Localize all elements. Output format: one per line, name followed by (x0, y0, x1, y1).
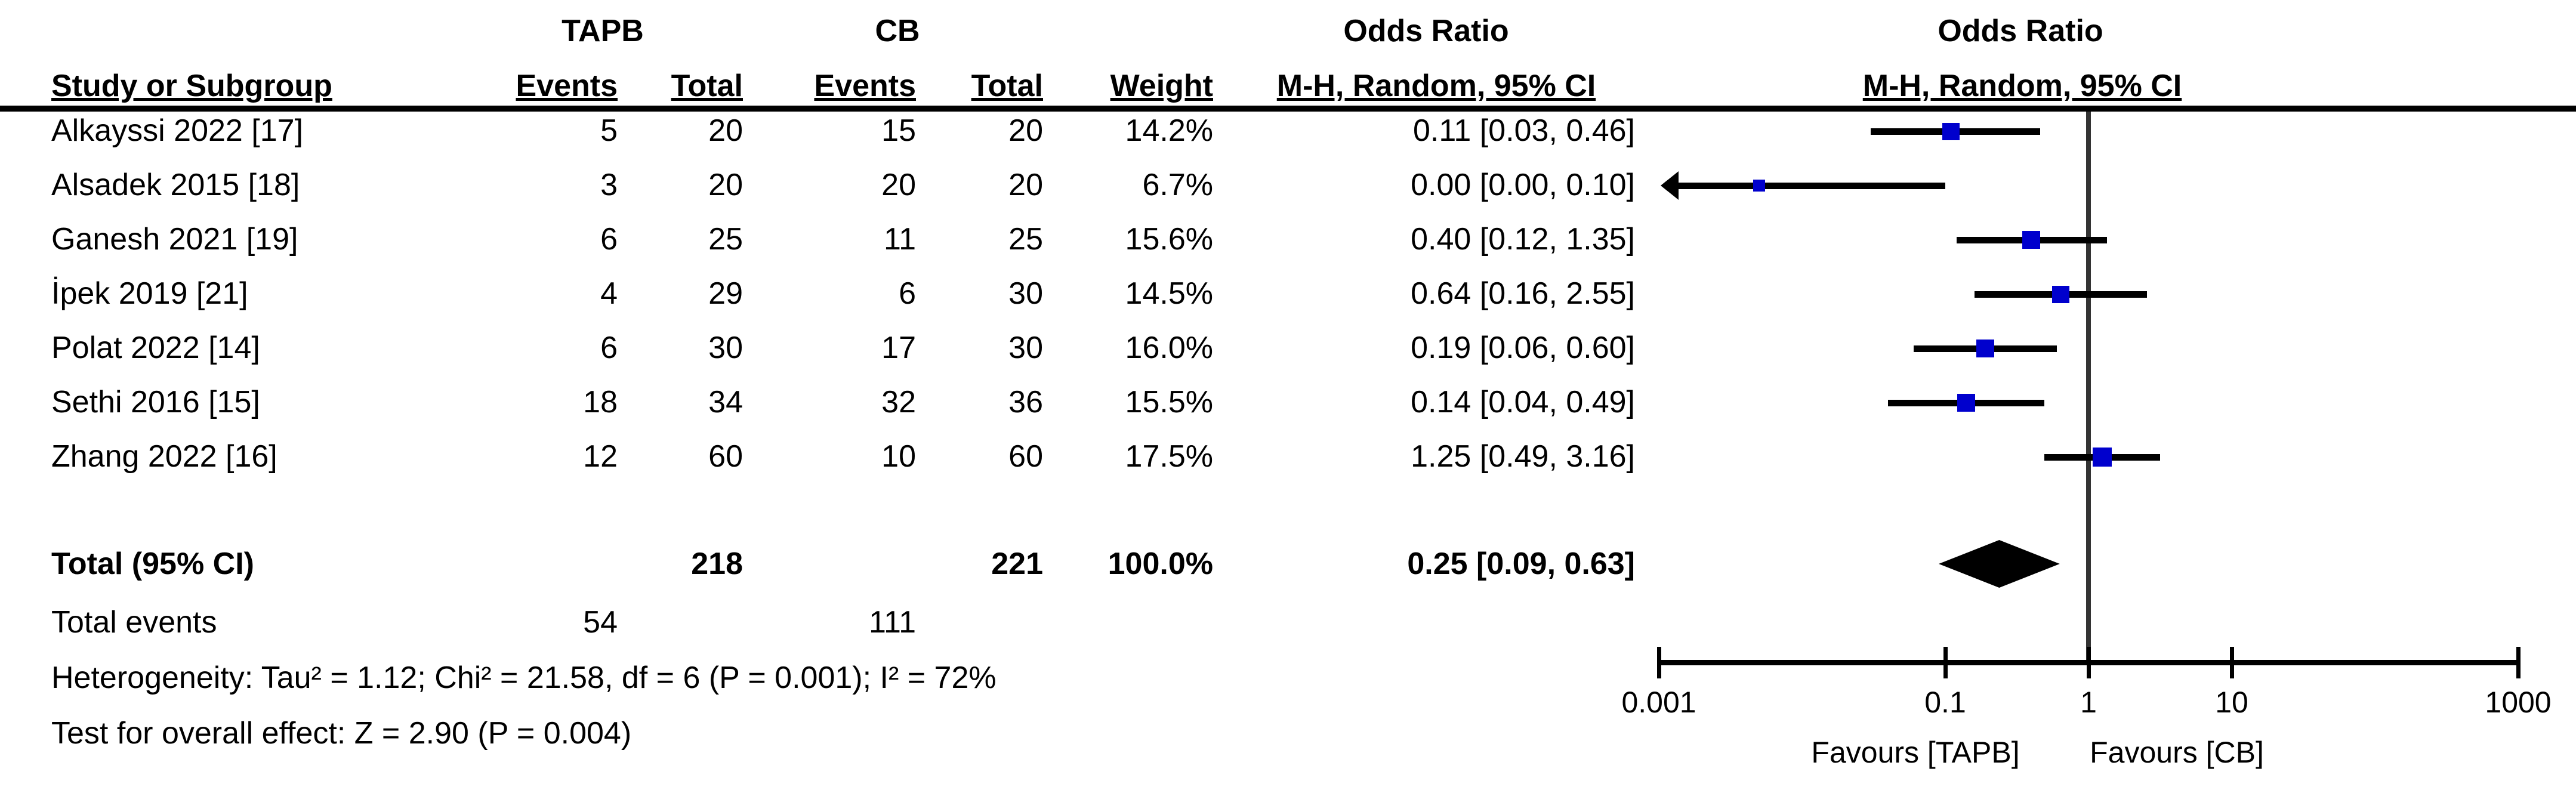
odds-ratio-header-right: Odds Ratio (1938, 14, 2103, 48)
axis-tick (1943, 647, 1948, 678)
axis-tick (1656, 647, 1661, 678)
study-or_label: 0.64 [0.16, 2.55] (1411, 276, 1635, 311)
summary-diamond (1939, 540, 2060, 588)
study-events2: 10 (881, 439, 916, 474)
column-header-events1: Events (516, 69, 618, 103)
study-name: Zhang 2022 [16] (51, 439, 277, 474)
overall-effect-text: Test for overall effect: Z = 2.90 (P = 0… (51, 716, 632, 751)
study-events1: 18 (583, 385, 618, 419)
axis-tick-label: 0.1 (1924, 686, 1966, 719)
study-weight: 6.7% (1142, 168, 1213, 202)
axis-tick (2516, 647, 2521, 678)
study-or_label: 0.19 [0.06, 0.60] (1411, 331, 1635, 365)
total-or-label: 0.25 [0.09, 0.63] (1407, 547, 1635, 581)
group2-header: CB (875, 14, 920, 48)
study-events1: 4 (600, 276, 618, 311)
column-header-weight: Weight (1110, 69, 1213, 103)
study-total1: 34 (708, 385, 743, 419)
axis-tick-label: 10 (2215, 686, 2248, 719)
study-or_label: 0.11 [0.03, 0.46] (1413, 113, 1635, 148)
effect-square (1976, 340, 1994, 357)
study-total2: 30 (1008, 276, 1043, 311)
study-events2: 6 (899, 276, 916, 311)
study-events1: 5 (600, 113, 618, 148)
column-header-total1: Total (671, 69, 743, 103)
study-total1: 29 (708, 276, 743, 311)
study-total2: 20 (1008, 113, 1043, 148)
study-name: İpek 2019 [21] (51, 276, 248, 311)
column-header-events2: Events (814, 69, 916, 103)
study-weight: 14.5% (1125, 276, 1213, 311)
study-name: Ganesh 2021 [19] (51, 222, 298, 257)
study-total1: 25 (708, 222, 743, 257)
favours-left-label: Favours [TAPB] (1811, 736, 2020, 769)
study-weight: 17.5% (1125, 439, 1213, 474)
column-header-mh-left: M-H, Random, 95% CI (1276, 69, 1596, 103)
effect-square (2022, 231, 2041, 249)
study-weight: 16.0% (1125, 331, 1213, 365)
study-or_label: 1.25 [0.49, 3.16] (1411, 439, 1635, 474)
study-total1: 20 (708, 113, 743, 148)
favours-right-label: Favours [CB] (2090, 736, 2264, 769)
heterogeneity-text: Heterogeneity: Tau² = 1.12; Chi² = 21.58… (51, 661, 997, 695)
total-n2: 221 (991, 547, 1043, 581)
study-total1: 20 (708, 168, 743, 202)
column-header-study: Study or Subgroup (51, 69, 332, 103)
study-or_label: 0.14 [0.04, 0.49] (1411, 385, 1635, 419)
ci-line (1676, 183, 1945, 189)
group1-header: TAPB (562, 14, 644, 48)
column-header-mh-right: M-H, Random, 95% CI (1862, 69, 2182, 103)
effect-square (2051, 285, 2069, 303)
study-total2: 36 (1008, 385, 1043, 419)
study-events2: 11 (884, 222, 916, 257)
axis-tick (2086, 647, 2091, 678)
study-name: Polat 2022 [14] (51, 331, 260, 365)
study-total2: 60 (1008, 439, 1043, 474)
study-events1: 12 (583, 439, 618, 474)
study-weight: 15.6% (1125, 222, 1213, 257)
study-total2: 30 (1008, 331, 1043, 365)
study-weight: 15.5% (1125, 385, 1213, 419)
study-total1: 60 (708, 439, 743, 474)
effect-square (1957, 394, 1976, 412)
study-total2: 20 (1008, 168, 1043, 202)
study-name: Sethi 2016 [15] (51, 385, 260, 419)
study-total1: 30 (708, 331, 743, 365)
total-weight: 100.0% (1107, 547, 1213, 581)
study-events2: 32 (881, 385, 916, 419)
effect-square (2093, 448, 2112, 467)
total-n1: 218 (691, 547, 743, 581)
study-or_label: 0.40 [0.12, 1.35] (1411, 222, 1635, 257)
effect-square (1753, 180, 1765, 192)
axis-tick-label: 0.001 (1621, 686, 1696, 719)
null-effect-line (2086, 112, 2091, 662)
study-total2: 25 (1008, 222, 1043, 257)
axis-tick-label: 1 (2080, 686, 2097, 719)
header-rule (0, 106, 2576, 112)
study-weight: 14.2% (1125, 113, 1213, 148)
study-events1: 6 (600, 331, 618, 365)
study-events1: 6 (600, 222, 618, 257)
total-events-1: 54 (583, 605, 618, 640)
column-header-total2: Total (971, 69, 1043, 103)
axis-tick (2229, 647, 2234, 678)
ci-arrow-left-icon (1661, 171, 1679, 200)
study-events1: 3 (600, 168, 618, 202)
total-events-label: Total events (51, 605, 217, 640)
study-events2: 17 (881, 331, 916, 365)
total-label: Total (95% CI) (51, 547, 254, 581)
axis-tick-label: 1000 (2485, 686, 2552, 719)
study-events2: 20 (881, 168, 916, 202)
odds-ratio-header-left: Odds Ratio (1343, 14, 1509, 48)
study-events2: 15 (881, 113, 916, 148)
study-or_label: 0.00 [0.00, 0.10] (1411, 168, 1635, 202)
effect-square (1942, 122, 1960, 140)
study-name: Alsadek 2015 [18] (51, 168, 300, 202)
total-events-2: 111 (868, 605, 916, 640)
study-name: Alkayssi 2022 [17] (51, 113, 304, 148)
